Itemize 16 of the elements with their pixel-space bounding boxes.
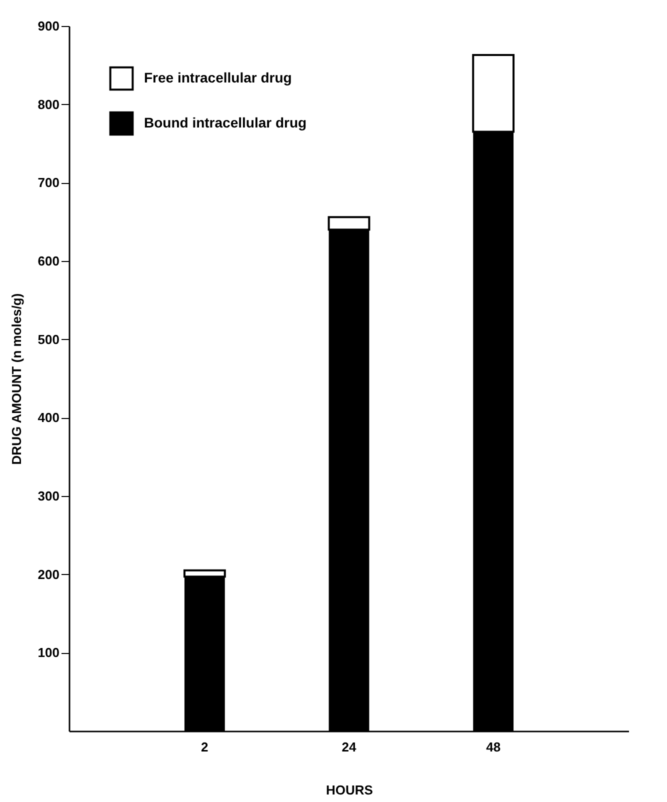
legend-label: Bound intracellular drug xyxy=(144,114,307,130)
y-tick-label: 800 xyxy=(38,96,60,112)
y-tick-label: 300 xyxy=(38,488,60,504)
y-tick-label: 600 xyxy=(38,254,60,268)
y-tick-label: 400 xyxy=(38,410,60,426)
x-tick-label: 48 xyxy=(486,740,501,754)
y-tick-label: 200 xyxy=(38,566,60,582)
y-tick-label: 100 xyxy=(38,645,60,660)
x-tick-label: 24 xyxy=(342,740,357,754)
y-axis-title: DRUG AMOUNT (n moles/g) xyxy=(8,293,24,465)
y-tick-label: 500 xyxy=(38,332,60,347)
x-tick-label: 2 xyxy=(201,740,208,754)
legend-label: Free intracellular drug xyxy=(144,70,292,86)
x-axis-title: HOURS xyxy=(326,782,374,798)
y-tick-label: 700 xyxy=(38,175,60,190)
y-tick-label: 900 xyxy=(38,18,60,34)
